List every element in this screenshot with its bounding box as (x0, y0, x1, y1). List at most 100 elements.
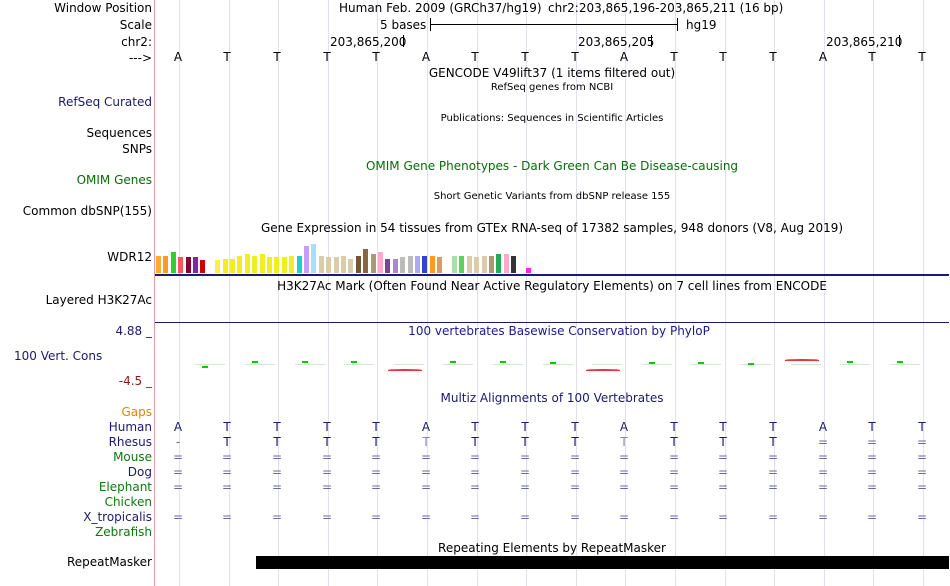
refseq-track-label[interactable]: RefSeq Curated (58, 95, 152, 109)
repeat-track-label[interactable]: RepeatMasker (66, 555, 152, 569)
gtex-bar[interactable] (215, 260, 220, 273)
gtex-bar[interactable] (319, 256, 324, 273)
alignment-base: = (717, 450, 729, 464)
gtex-bar[interactable] (496, 254, 501, 273)
species-label[interactable]: Elephant (98, 480, 152, 494)
sequence-base: T (471, 50, 479, 64)
cons-score-mark (785, 359, 819, 361)
gtex-bar[interactable] (252, 256, 257, 273)
alignment-base: = (271, 450, 283, 464)
alignment-base: = (172, 450, 184, 464)
gtex-bar[interactable] (430, 256, 435, 273)
h3k27ac-track-label[interactable]: Layered H3K27Ac (45, 293, 152, 307)
snps-track-label[interactable]: SNPs (122, 142, 152, 156)
sequence-base: T (372, 50, 380, 64)
gtex-bar[interactable] (408, 256, 413, 273)
repeat-element[interactable] (256, 556, 949, 569)
gtex-bar[interactable] (171, 252, 176, 273)
gtex-bar[interactable] (163, 256, 168, 273)
cons-baseline (195, 364, 225, 365)
species-label[interactable]: Mouse (113, 450, 152, 464)
gtex-bar[interactable] (297, 256, 302, 273)
alignment-base: = (668, 450, 680, 464)
gencode-track-title[interactable]: GENCODE V49lift37 (1 items filtered out) (428, 66, 676, 80)
gtex-bar[interactable] (193, 257, 198, 273)
gtex-bar[interactable] (504, 254, 509, 273)
gtex-bar[interactable] (371, 254, 376, 273)
gtex-bar[interactable] (489, 256, 494, 273)
species-label[interactable]: Rhesus (108, 435, 152, 449)
gtex-bar[interactable] (474, 257, 479, 273)
cons-track-label[interactable]: 100 Vert. Cons (14, 349, 103, 363)
alignment-base: A (421, 420, 431, 434)
sequence-base: T (273, 50, 281, 64)
gtex-bar[interactable] (459, 256, 464, 273)
h3k27ac-baseline (155, 322, 949, 323)
gtex-bar[interactable] (341, 256, 346, 273)
gtex-bar[interactable] (415, 256, 420, 273)
gtex-bar[interactable] (230, 259, 235, 273)
gtex-bar[interactable] (274, 257, 279, 273)
alignment-base: = (271, 480, 283, 494)
gtex-bar[interactable] (282, 257, 287, 273)
gtex-bar[interactable] (385, 259, 390, 273)
gtex-bar[interactable] (378, 252, 383, 273)
alignment-base: = (469, 510, 481, 524)
gtex-bar[interactable] (393, 259, 398, 273)
alignment-base: = (668, 510, 680, 524)
cons-score-mark (586, 369, 620, 371)
grid-line (675, 0, 676, 586)
gtex-gene-label[interactable]: WDR12 (107, 250, 152, 264)
gtex-bar[interactable] (363, 249, 368, 273)
scale-label: Scale (119, 18, 152, 32)
omim-track-label[interactable]: OMIM Genes (76, 173, 152, 187)
scale-bar-right-cap (677, 18, 678, 31)
alignment-base: = (916, 450, 928, 464)
gtex-track-title: Gene Expression in 54 tissues from GTEx … (260, 221, 844, 235)
gtex-bar[interactable] (482, 256, 487, 273)
gtex-bar[interactable] (400, 257, 405, 273)
gtex-bar[interactable] (467, 256, 472, 273)
sequences-track-label[interactable]: Sequences (86, 126, 152, 140)
alignment-base: = (221, 510, 233, 524)
cons-baseline (344, 364, 374, 365)
gtex-bar[interactable] (223, 259, 228, 273)
alignment-base: = (866, 435, 878, 449)
gtex-bar[interactable] (245, 254, 250, 273)
alignment-base: T (323, 420, 331, 434)
gtex-bar[interactable] (356, 256, 361, 273)
gtex-bar[interactable] (348, 259, 353, 273)
gtex-bar[interactable] (511, 256, 516, 273)
species-label[interactable]: Chicken (104, 495, 152, 509)
gtex-bar[interactable] (260, 254, 265, 273)
alignment-base: = (321, 465, 333, 479)
gtex-bar[interactable] (326, 257, 331, 273)
gtex-bar[interactable] (200, 260, 205, 273)
gtex-bar[interactable] (267, 257, 272, 273)
species-label[interactable]: X_tropicalis (83, 510, 152, 524)
alignment-base: = (618, 510, 630, 524)
species-label[interactable]: Dog (127, 465, 152, 479)
gtex-bar[interactable] (422, 256, 427, 273)
cons-baseline (691, 364, 721, 365)
tick-mark-3 (899, 35, 900, 47)
alignment-base: T (323, 435, 331, 449)
gtex-bar[interactable] (178, 257, 183, 273)
gtex-bar[interactable] (304, 246, 309, 273)
species-label[interactable]: Zebrafish (95, 525, 152, 539)
gtex-bar[interactable] (289, 256, 294, 273)
gtex-bar[interactable] (526, 268, 531, 273)
gtex-bar[interactable] (437, 257, 442, 273)
species-label[interactable]: Human (108, 420, 152, 434)
cons-score-mark (897, 361, 903, 363)
gtex-bar[interactable] (452, 256, 457, 273)
gtex-bar[interactable] (311, 244, 316, 273)
grid-line (377, 0, 378, 586)
position-range[interactable]: chr2:203,865,196-203,865,211 (16 bp) (548, 1, 784, 15)
gtex-bar[interactable] (186, 257, 191, 273)
gtex-bar[interactable] (237, 256, 242, 273)
gtex-bar[interactable] (334, 257, 339, 273)
dbsnp-track-label[interactable]: Common dbSNP(155) (22, 204, 152, 218)
gtex-bar[interactable] (156, 256, 161, 273)
